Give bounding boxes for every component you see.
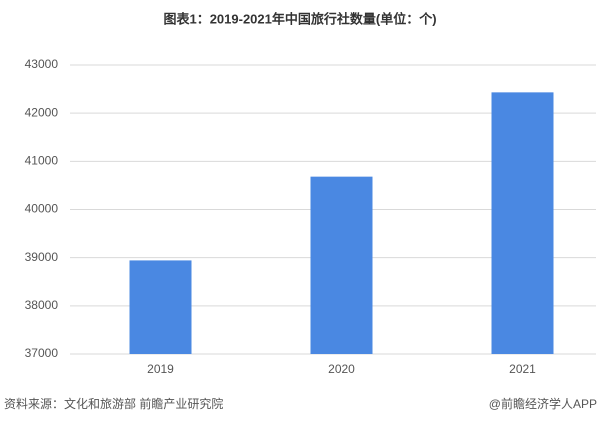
chart-title: 图表1：2019-2021年中国旅行社数量(单位：个) <box>163 11 436 26</box>
x-tick-label: 2020 <box>328 362 355 376</box>
source-note: 资料来源：文化和旅游部 前瞻产业研究院 <box>4 396 223 411</box>
y-tick-label: 42000 <box>25 105 59 119</box>
x-tick-label: 2021 <box>509 362 536 376</box>
x-tick-label: 2019 <box>147 362 174 376</box>
y-tick-label: 40000 <box>25 202 59 216</box>
y-tick-label: 43000 <box>25 57 59 71</box>
bar <box>129 260 192 354</box>
bar <box>491 92 554 354</box>
y-tick-label: 41000 <box>25 154 59 168</box>
credit: @前瞻经济学人APP <box>489 396 597 411</box>
bar <box>310 176 373 354</box>
y-tick-label: 37000 <box>25 346 59 360</box>
y-tick-label: 38000 <box>25 298 59 312</box>
y-tick-label: 39000 <box>25 250 59 264</box>
